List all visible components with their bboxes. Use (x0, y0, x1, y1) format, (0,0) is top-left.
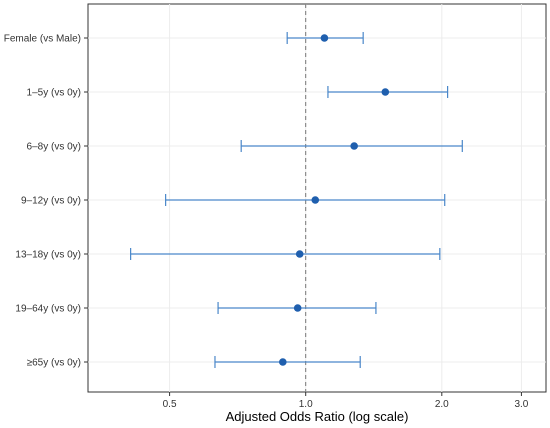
x-tick-labels: 0.5 1.0 2.0 3.0 (163, 392, 529, 410)
x-tick-label: 1.0 (299, 399, 313, 410)
estimates-layer (130, 32, 463, 368)
estimate-point (311, 196, 320, 204)
x-tick-label: 0.5 (163, 399, 177, 410)
estimate-point (381, 88, 390, 96)
x-tick-label: 3.0 (514, 399, 528, 410)
x-tick-label: 2.0 (435, 399, 449, 410)
y-tick-label: 6–8y (vs 0y) (27, 142, 81, 153)
y-tick-label: ≥65y (vs 0y) (27, 358, 81, 369)
y-tick-label: 1–5y (vs 0y) (27, 88, 81, 99)
y-tick-labels: Female (vs Male) 1–5y (vs 0y) 6–8y (vs 0y)… (4, 34, 88, 369)
y-tick-label: 13–18y (vs 0y) (15, 250, 81, 261)
estimate-point (295, 250, 304, 258)
y-tick-label: 9–12y (vs 0y) (21, 196, 81, 207)
y-tick-label: Female (vs Male) (4, 34, 81, 45)
estimate-point (279, 358, 287, 366)
y-tick-label: 19–64y (vs 0y) (15, 304, 81, 315)
estimate-point (320, 34, 329, 42)
estimate-point (350, 142, 358, 150)
x-axis-title: Adjusted Odds Ratio (log scale) (226, 409, 409, 424)
estimate-point (293, 304, 302, 312)
